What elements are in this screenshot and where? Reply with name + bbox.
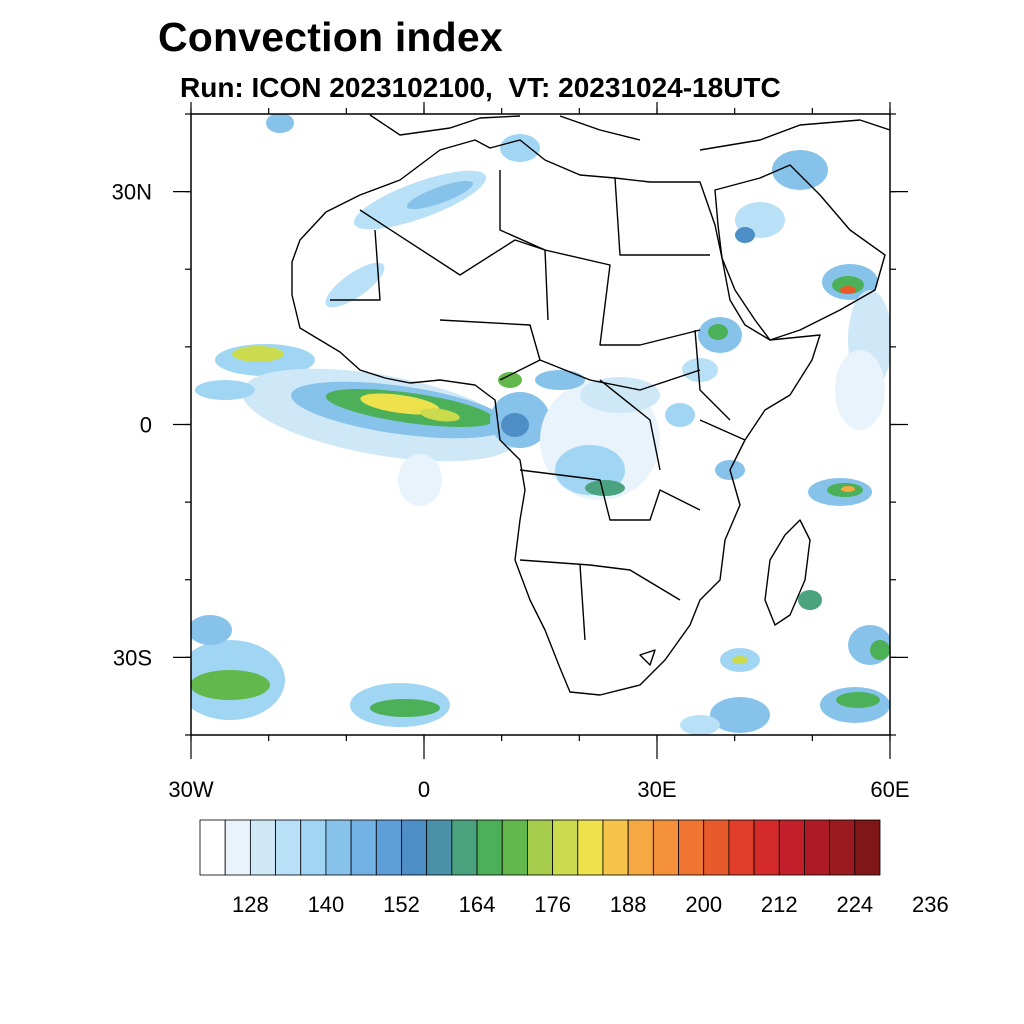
colorbar-swatch [778,819,805,876]
colorbar-label: 176 [534,892,571,917]
coastline-outlines [291,114,890,696]
colorbar-label: 188 [610,892,647,917]
colorbar-swatch [829,819,856,876]
lat-tick-label: 30N [112,180,152,205]
colorbar-labels: 128 140 152 164 176 188 200 212 224 236 [232,892,949,917]
colorbar-swatch [577,819,604,876]
colorbar-swatch [426,819,453,876]
colorbar-swatch [275,819,302,876]
lat-tick-label: 30S [113,645,152,670]
colorbar-swatch [854,819,881,876]
colorbar-swatch [703,819,730,876]
colorbar-swatch [527,819,553,876]
colorbar-swatch [300,819,327,876]
lon-tick-label: 30E [637,777,676,802]
axis-ticks [173,102,908,759]
colorbar-swatch [804,819,831,876]
chart-title: Convection index [158,14,503,60]
colorbar-label: 212 [761,892,798,917]
lon-tick-label: 0 [418,777,430,802]
colorbar-label: 236 [912,892,949,917]
colorbar-swatch [224,819,251,876]
convection-shading [191,114,890,735]
colorbar-swatch [678,819,705,876]
lat-tick-label: 0 [140,413,152,438]
colorbar-swatch [627,819,654,876]
colorbar-swatch [476,819,503,876]
colorbar-swatch [753,819,780,876]
colorbar-swatch [652,819,679,876]
colorbar-label: 164 [459,892,496,917]
axis-tick-labels: 30W 0 30E 60E 30N 0 30S [112,180,910,802]
colorbar-swatch [375,819,402,876]
colorbar-label: 200 [685,892,722,917]
colorbar-swatch [451,819,478,876]
colorbar-swatch [552,819,579,876]
colorbar-swatch [249,819,276,876]
colorbar-label: 140 [308,892,345,917]
lon-tick-label: 60E [870,777,909,802]
colorbar-label: 152 [383,892,420,917]
colorbar-swatch [501,819,528,876]
colorbar-swatch [401,819,428,876]
colorbar-swatch [350,819,377,876]
colorbar-label: 128 [232,892,269,917]
colorbar-swatch [325,819,352,876]
colorbar-swatch [728,819,755,876]
colorbar-swatch [199,819,226,876]
lon-tick-label: 30W [168,777,213,802]
colorbar [199,819,881,876]
colorbar-label: 224 [836,892,873,917]
colorbar-swatch [602,819,629,876]
chart-subtitle: Run: ICON 2023102100, VT: 20231024-18UTC [180,72,781,103]
